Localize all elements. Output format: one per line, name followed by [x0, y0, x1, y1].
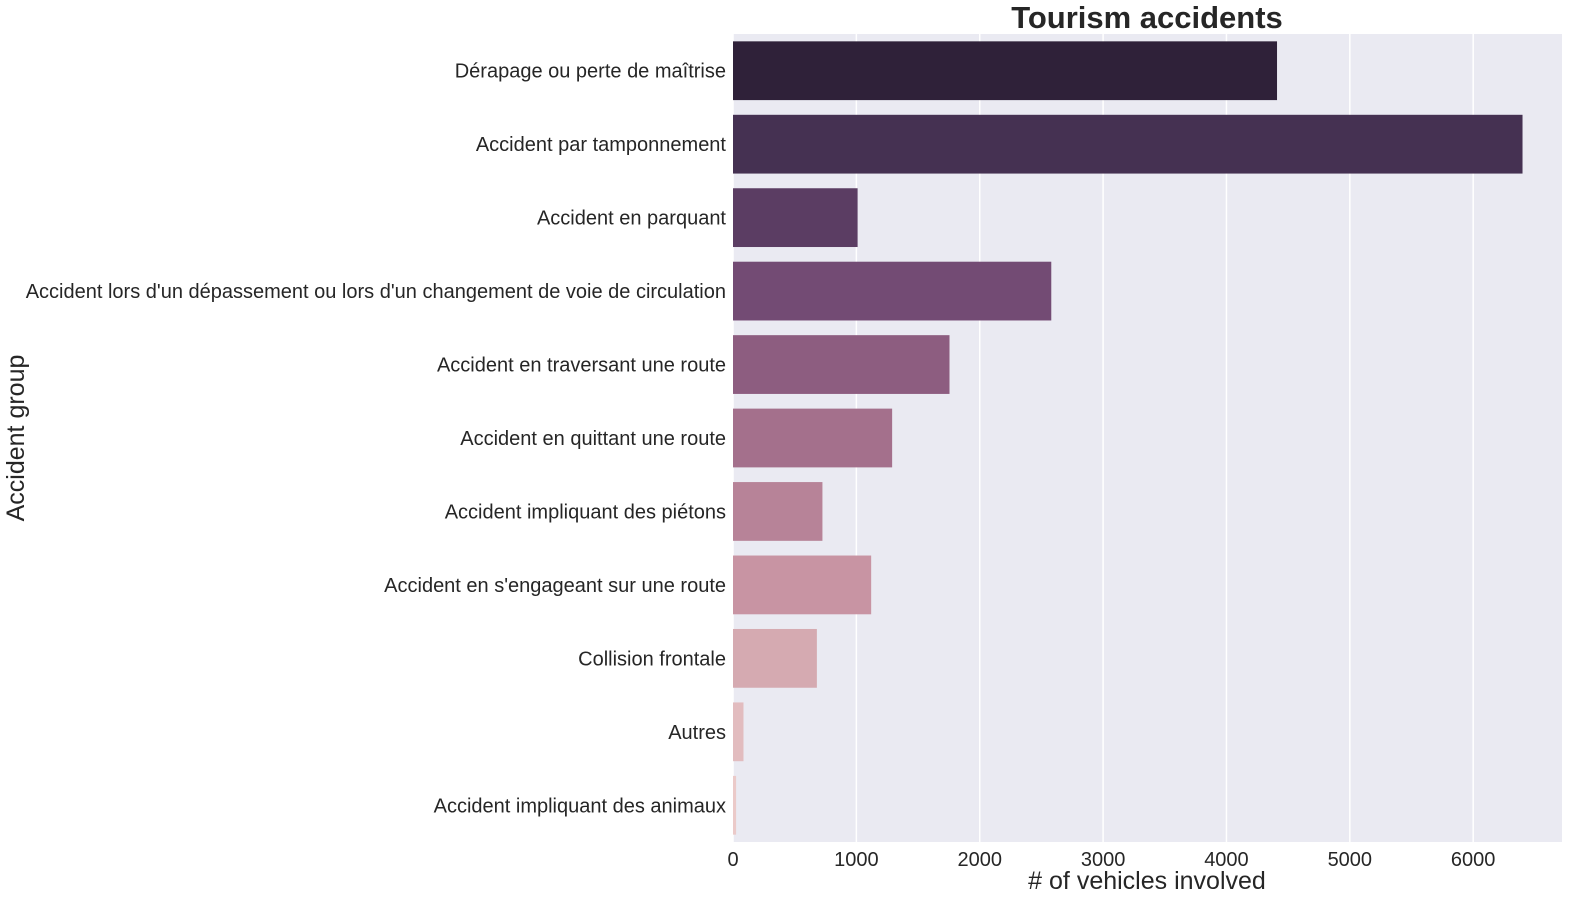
category-label: Autres	[668, 722, 726, 744]
bar	[733, 335, 950, 394]
x-tick-label: 2000	[957, 849, 1002, 871]
category-label: Accident en parquant	[537, 208, 726, 230]
x-tick-label: 1000	[834, 849, 879, 871]
category-label: Dérapage ou perte de maîtrise	[455, 61, 726, 83]
x-axis-title: # of vehicles involved	[1028, 867, 1266, 895]
category-label: Accident impliquant des animaux	[434, 795, 726, 817]
bar	[733, 775, 737, 835]
category-label: Accident impliquant des piétons	[445, 501, 726, 523]
category-label: Accident en s'engageant sur une route	[384, 575, 726, 597]
bar	[733, 408, 893, 468]
category-label: Collision frontale	[578, 648, 726, 670]
category-labels: Dérapage ou perte de maîtrise Accident pa…	[26, 61, 727, 818]
bar	[733, 482, 823, 541]
bar	[733, 188, 858, 248]
x-tick-label: 5000	[1328, 849, 1373, 871]
bar	[733, 628, 817, 688]
category-label: Accident en traversant une route	[437, 355, 726, 377]
bars	[733, 41, 1523, 835]
chart-title: Tourism accidents	[1011, 0, 1283, 35]
category-label: Accident en quittant une route	[460, 428, 726, 450]
x-tick-label: 3000	[1081, 849, 1126, 871]
category-label: Accident lors d'un dépassement ou lors d…	[26, 281, 726, 303]
x-tick-label: 4000	[1204, 849, 1249, 871]
category-label: Accident par tamponnement	[476, 134, 727, 156]
bar	[733, 41, 1278, 101]
bar	[733, 114, 1523, 174]
y-axis-title: Accident group	[2, 355, 30, 522]
x-tick-label: 6000	[1451, 849, 1496, 871]
bar	[733, 261, 1052, 321]
bar	[733, 702, 744, 762]
x-tick-label: 0	[727, 849, 738, 871]
x-tick-labels: 0 1000 2000 3000 4000 5000 6000	[727, 849, 1495, 871]
bar	[733, 555, 872, 615]
